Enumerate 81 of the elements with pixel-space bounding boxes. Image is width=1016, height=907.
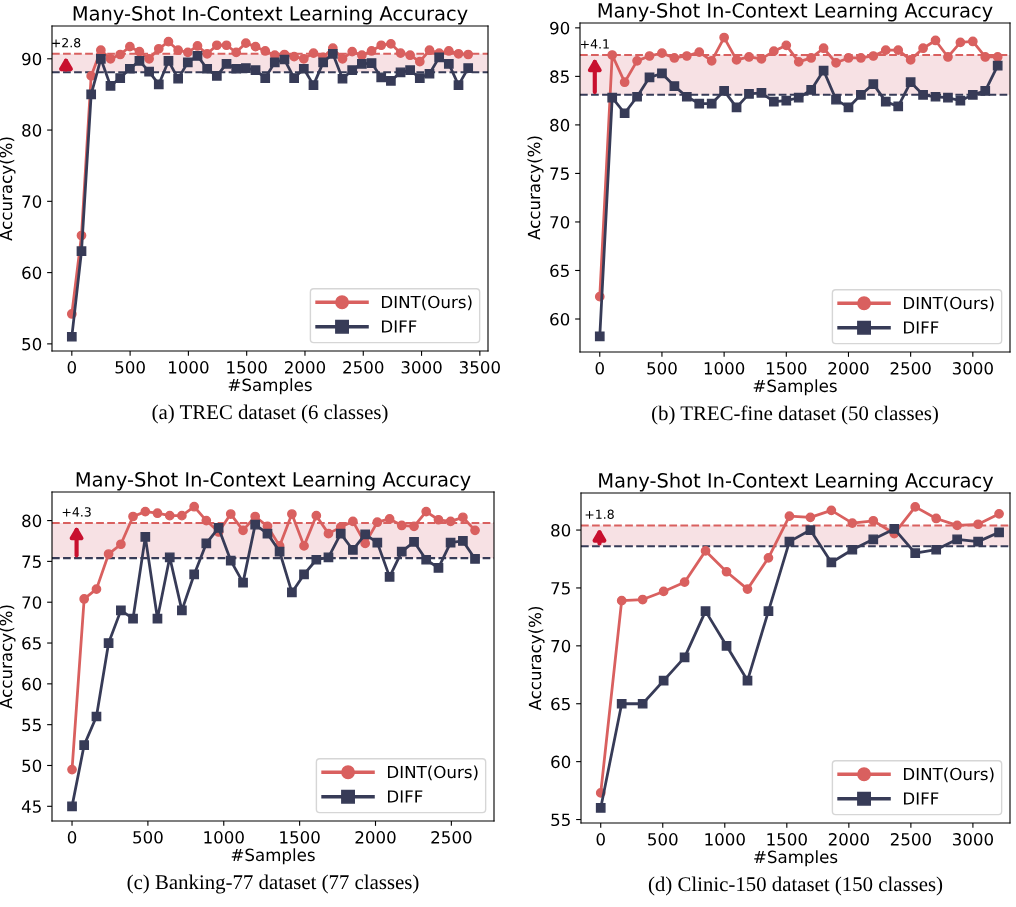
legend-label: DINT(Ours) — [904, 296, 994, 312]
y-tick-label: 70 — [551, 639, 571, 653]
y-tick-label: 90 — [22, 52, 42, 66]
y-tick-label: 65 — [551, 697, 570, 711]
x-tick-label: 1500 — [227, 361, 267, 374]
x-axis-title: #Samples — [753, 379, 837, 396]
y-tick-label: 50 — [22, 337, 42, 351]
x-tick-label: 1000 — [704, 362, 745, 375]
x-tick-label: 3000 — [952, 833, 994, 846]
x-tick-label: 2500 — [431, 831, 472, 844]
x-tick-label: 2000 — [828, 833, 869, 846]
y-tick-label: 70 — [22, 195, 42, 208]
text: (a) TREC dataset (6 classes) — [152, 404, 388, 424]
chart-title: Many-Shot In-Context Learning Accuracy — [599, 472, 994, 492]
y-tick-label: 65 — [22, 636, 41, 650]
x-tick-label: 0 — [595, 362, 604, 375]
y-tick-label: 75 — [551, 582, 570, 595]
y-tick-label: 65 — [550, 264, 569, 278]
x-axis-title: #Samples — [228, 378, 312, 395]
legend-label: DIFF — [904, 792, 939, 805]
chart-title: Many-Shot In-Context Learning Accuracy — [73, 5, 468, 25]
legend-label: DINT(Ours) — [388, 765, 478, 781]
y-axis-title: Accuracy(%) — [528, 606, 545, 711]
y-tick-label: 75 — [550, 167, 569, 180]
x-tick-label: 2500 — [890, 833, 931, 846]
x-tick-label: 1000 — [169, 361, 209, 374]
y-tick-label: 70 — [550, 215, 570, 229]
text: (c) Banking-77 dataset (77 classes) — [127, 874, 419, 894]
y-tick-label: 70 — [22, 596, 42, 609]
x-tick-label: 500 — [647, 362, 677, 375]
annotation: +4.3 — [62, 507, 91, 517]
x-tick-label: 500 — [648, 833, 678, 846]
y-tick-label: 80 — [551, 524, 571, 537]
y-tick-label: 55 — [22, 718, 41, 732]
y-tick-label: 90 — [550, 21, 570, 35]
x-axis-title: #Samples — [754, 850, 838, 867]
legend-label: DINT(Ours) — [904, 767, 994, 783]
y-tick-label: 60 — [551, 755, 571, 769]
y-tick-label: 75 — [22, 555, 41, 568]
x-tick-label: 3000 — [401, 361, 442, 374]
annotation: +4.1 — [580, 39, 609, 49]
x-tick-label: 3500 — [459, 361, 500, 374]
y-tick-label: 60 — [550, 312, 570, 326]
x-tick-label: 2500 — [343, 361, 384, 374]
y-axis-title: Accuracy(%) — [527, 136, 544, 240]
x-tick-label: 0 — [67, 831, 77, 844]
y-tick-label: 50 — [22, 759, 42, 773]
y-tick-label: 60 — [22, 266, 42, 280]
x-tick-label: 1500 — [767, 833, 807, 846]
x-tick-label: 2000 — [284, 361, 326, 374]
annotation: +1.8 — [585, 509, 614, 520]
text: (d) Clinic-150 dataset (150 classes) — [648, 876, 943, 896]
text: (b) TREC-fine dataset (50 classes) — [652, 405, 938, 425]
x-tick-label: 500 — [133, 831, 163, 844]
chart-title: Many-Shot In-Context Learning Accuracy — [76, 471, 471, 491]
x-tick-label: 1500 — [766, 362, 807, 375]
x-tick-label: 0 — [67, 361, 77, 374]
y-tick-label: 55 — [551, 813, 570, 827]
x-tick-label: 0 — [596, 833, 605, 846]
chart-title: Many-Shot In-Context Learning Accuracy — [598, 2, 993, 22]
x-tick-label: 3000 — [952, 362, 993, 375]
legend-label: DIFF — [388, 790, 423, 803]
x-tick-label: 1500 — [280, 831, 320, 844]
x-tick-label: 1000 — [705, 833, 745, 846]
x-tick-label: 2000 — [355, 831, 396, 844]
legend-label: DIFF — [904, 321, 939, 334]
x-tick-label: 2000 — [828, 362, 869, 375]
x-axis-title: #Samples — [231, 848, 315, 865]
y-tick-label: 80 — [22, 514, 42, 528]
legend-label: DINT(Ours) — [382, 295, 472, 311]
x-tick-label: 1000 — [204, 831, 244, 844]
y-axis-title: Accuracy(%) — [0, 137, 16, 241]
y-tick-label: 60 — [22, 677, 42, 691]
y-tick-label: 45 — [21, 800, 41, 813]
y-tick-label: 80 — [550, 118, 570, 132]
x-tick-label: 2500 — [890, 362, 931, 375]
x-tick-label: 500 — [115, 361, 145, 374]
legend-label: DIFF — [382, 320, 417, 333]
y-axis-title: Accuracy(%) — [0, 605, 16, 709]
y-tick-label: 85 — [550, 70, 569, 83]
y-tick-label: 80 — [22, 124, 42, 137]
